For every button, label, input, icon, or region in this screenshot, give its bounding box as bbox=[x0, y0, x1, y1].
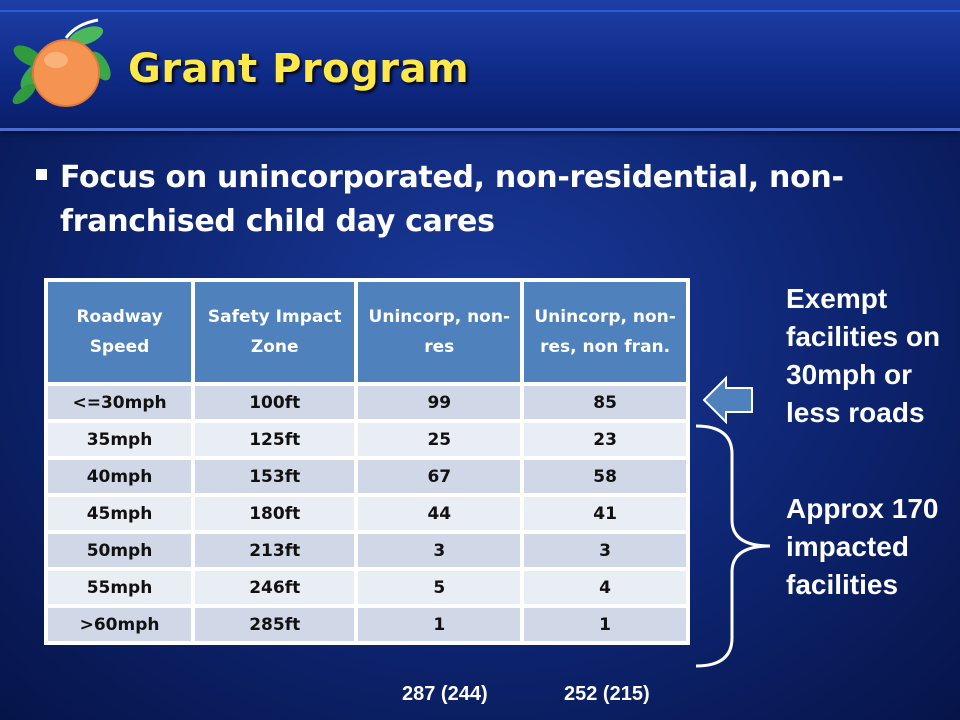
table-cell: 4 bbox=[524, 571, 686, 604]
table-cell: 285ft bbox=[195, 608, 355, 641]
title-bar: Grant Program bbox=[0, 0, 960, 131]
page-title: Grant Program bbox=[128, 46, 470, 92]
bullet-text: Focus on unincorporated, non-residential… bbox=[60, 160, 844, 239]
table-cell: 5 bbox=[358, 571, 521, 604]
table-cell: 85 bbox=[524, 386, 686, 419]
table-header-cell: Unincorp, non-res, non fran. bbox=[524, 282, 686, 382]
header-accent-line bbox=[0, 10, 960, 12]
orange-fruit-icon bbox=[12, 18, 111, 107]
table-row: 50mph 213ft 3 3 bbox=[48, 534, 686, 567]
speed-impact-table: Roadway Speed Safety Impact Zone Unincor… bbox=[44, 278, 690, 645]
table-cell: 23 bbox=[524, 423, 686, 456]
table-cell: 41 bbox=[524, 497, 686, 530]
table-cell: >60mph bbox=[48, 608, 192, 641]
table-header-row: Roadway Speed Safety Impact Zone Unincor… bbox=[48, 282, 686, 382]
table-cell: 125ft bbox=[195, 423, 355, 456]
table-cell: 3 bbox=[358, 534, 521, 567]
table-cell: 246ft bbox=[195, 571, 355, 604]
table-cell: 153ft bbox=[195, 460, 355, 493]
table-row: 45mph 180ft 44 41 bbox=[48, 497, 686, 530]
table-cell: 58 bbox=[524, 460, 686, 493]
table-row: 35mph 125ft 25 23 bbox=[48, 423, 686, 456]
table-cell: 99 bbox=[358, 386, 521, 419]
table-header-cell: Roadway Speed bbox=[48, 282, 192, 382]
table-cell: 1 bbox=[358, 608, 521, 641]
table-header-cell: Safety Impact Zone bbox=[195, 282, 355, 382]
table-cell: <=30mph bbox=[48, 386, 192, 419]
left-arrow-icon bbox=[702, 375, 753, 425]
table-cell: 180ft bbox=[195, 497, 355, 530]
table-row: 40mph 153ft 67 58 bbox=[48, 460, 686, 493]
table-row: 55mph 246ft 5 4 bbox=[48, 571, 686, 604]
table-cell: 100ft bbox=[195, 386, 355, 419]
table-cell: 44 bbox=[358, 497, 521, 530]
table-cell: 25 bbox=[358, 423, 521, 456]
table-row: <=30mph 100ft 99 85 bbox=[48, 386, 686, 419]
table-cell: 40mph bbox=[48, 460, 192, 493]
table-cell: 50mph bbox=[48, 534, 192, 567]
table-cell: 3 bbox=[524, 534, 686, 567]
table-cell: 213ft bbox=[195, 534, 355, 567]
impacted-note: Approx 170 impacted facilities bbox=[786, 493, 939, 600]
table-cell: 67 bbox=[358, 460, 521, 493]
total-unincorp-non-fran: 252 (215) bbox=[564, 683, 650, 705]
table-cell: 45mph bbox=[48, 497, 192, 530]
total-unincorp-non-res: 287 (244) bbox=[402, 683, 488, 705]
table-row: >60mph 285ft 1 1 bbox=[48, 608, 686, 641]
table-cell: 35mph bbox=[48, 423, 192, 456]
table-cell: 1 bbox=[524, 608, 686, 641]
table-cell: 55mph bbox=[48, 571, 192, 604]
bullet-point: Focus on unincorporated, non-residential… bbox=[36, 156, 936, 244]
bullet-square-icon bbox=[36, 169, 47, 180]
curly-brace-icon bbox=[695, 424, 771, 668]
exempt-note: Exempt facilities on 30mph or less roads bbox=[786, 283, 941, 428]
table-header-cell: Unincorp, non-res bbox=[358, 282, 521, 382]
